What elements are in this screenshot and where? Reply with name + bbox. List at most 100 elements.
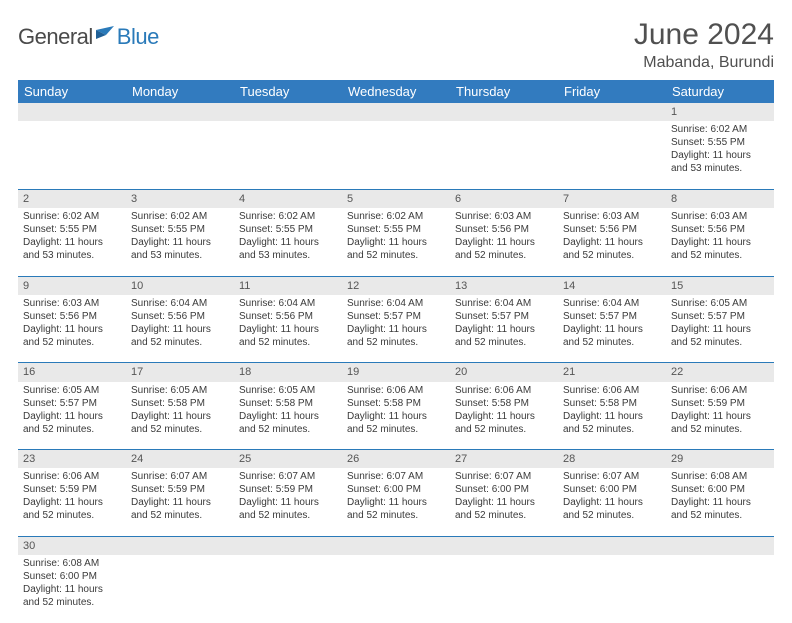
day-number: 15 — [666, 276, 774, 295]
day-cell: Sunrise: 6:02 AMSunset: 5:55 PMDaylight:… — [126, 208, 234, 276]
day-cell: Sunrise: 6:07 AMSunset: 6:00 PMDaylight:… — [450, 468, 558, 536]
daylight-line: Daylight: 11 hours and 52 minutes. — [455, 410, 553, 436]
sunset-line: Sunset: 5:58 PM — [131, 397, 229, 410]
sunset-line: Sunset: 5:56 PM — [671, 223, 769, 236]
day-number: 22 — [666, 363, 774, 382]
day-cell: Sunrise: 6:06 AMSunset: 5:58 PMDaylight:… — [342, 382, 450, 450]
sunset-line: Sunset: 5:55 PM — [23, 223, 121, 236]
sunset-line: Sunset: 5:59 PM — [239, 483, 337, 496]
day-number: 5 — [342, 189, 450, 208]
day-number: 30 — [18, 536, 126, 555]
day-number: 3 — [126, 189, 234, 208]
day-cell: Sunrise: 6:04 AMSunset: 5:56 PMDaylight:… — [234, 295, 342, 363]
day-number: 21 — [558, 363, 666, 382]
sunset-line: Sunset: 5:57 PM — [671, 310, 769, 323]
sunset-line: Sunset: 6:00 PM — [347, 483, 445, 496]
sunset-line: Sunset: 5:58 PM — [239, 397, 337, 410]
day-number: 7 — [558, 189, 666, 208]
day-cell: Sunrise: 6:02 AMSunset: 5:55 PMDaylight:… — [342, 208, 450, 276]
day-number: 19 — [342, 363, 450, 382]
page-header: General Blue June 2024 Mabanda, Burundi — [18, 18, 774, 72]
weekday-header: Friday — [558, 80, 666, 103]
sunrise-line: Sunrise: 6:02 AM — [23, 210, 121, 223]
day-cell: Sunrise: 6:08 AMSunset: 6:00 PMDaylight:… — [666, 468, 774, 536]
sunrise-line: Sunrise: 6:02 AM — [347, 210, 445, 223]
daylight-line: Daylight: 11 hours and 52 minutes. — [671, 323, 769, 349]
sunset-line: Sunset: 6:00 PM — [563, 483, 661, 496]
sunset-line: Sunset: 5:55 PM — [239, 223, 337, 236]
daylight-line: Daylight: 11 hours and 52 minutes. — [23, 323, 121, 349]
sunrise-line: Sunrise: 6:06 AM — [563, 384, 661, 397]
daylight-line: Daylight: 11 hours and 52 minutes. — [563, 410, 661, 436]
day-cell: Sunrise: 6:08 AMSunset: 6:00 PMDaylight:… — [18, 555, 126, 623]
weekday-header: Saturday — [666, 80, 774, 103]
day-cell: Sunrise: 6:03 AMSunset: 5:56 PMDaylight:… — [450, 208, 558, 276]
day-cell: Sunrise: 6:04 AMSunset: 5:57 PMDaylight:… — [450, 295, 558, 363]
day-cell: Sunrise: 6:03 AMSunset: 5:56 PMDaylight:… — [666, 208, 774, 276]
sunrise-line: Sunrise: 6:07 AM — [347, 470, 445, 483]
day-number-row: 16171819202122 — [18, 363, 774, 382]
day-number: 18 — [234, 363, 342, 382]
day-cell — [450, 121, 558, 189]
sunset-line: Sunset: 5:56 PM — [563, 223, 661, 236]
day-cell: Sunrise: 6:07 AMSunset: 5:59 PMDaylight:… — [126, 468, 234, 536]
daylight-line: Daylight: 11 hours and 52 minutes. — [347, 496, 445, 522]
day-number: 25 — [234, 450, 342, 469]
brand-text-general: General — [18, 24, 93, 50]
day-number — [450, 103, 558, 121]
sunset-line: Sunset: 5:56 PM — [239, 310, 337, 323]
day-number — [126, 536, 234, 555]
day-cell — [558, 555, 666, 623]
daylight-line: Daylight: 11 hours and 52 minutes. — [455, 236, 553, 262]
sunrise-line: Sunrise: 6:02 AM — [671, 123, 769, 136]
day-cell: Sunrise: 6:04 AMSunset: 5:56 PMDaylight:… — [126, 295, 234, 363]
day-number: 14 — [558, 276, 666, 295]
day-number — [666, 536, 774, 555]
weekday-header: Monday — [126, 80, 234, 103]
daylight-line: Daylight: 11 hours and 52 minutes. — [131, 323, 229, 349]
day-cell: Sunrise: 6:07 AMSunset: 6:00 PMDaylight:… — [558, 468, 666, 536]
day-data-row: Sunrise: 6:03 AMSunset: 5:56 PMDaylight:… — [18, 295, 774, 363]
day-number-row: 30 — [18, 536, 774, 555]
daylight-line: Daylight: 11 hours and 52 minutes. — [455, 323, 553, 349]
day-cell: Sunrise: 6:06 AMSunset: 5:59 PMDaylight:… — [18, 468, 126, 536]
day-number: 11 — [234, 276, 342, 295]
sunset-line: Sunset: 5:59 PM — [671, 397, 769, 410]
month-title: June 2024 — [634, 18, 774, 52]
sunrise-line: Sunrise: 6:06 AM — [671, 384, 769, 397]
day-number — [234, 103, 342, 121]
day-number — [126, 103, 234, 121]
sunrise-line: Sunrise: 6:04 AM — [455, 297, 553, 310]
daylight-line: Daylight: 11 hours and 52 minutes. — [23, 410, 121, 436]
sunrise-line: Sunrise: 6:05 AM — [239, 384, 337, 397]
sunrise-line: Sunrise: 6:04 AM — [347, 297, 445, 310]
sunrise-line: Sunrise: 6:03 AM — [671, 210, 769, 223]
weekday-header: Wednesday — [342, 80, 450, 103]
weekday-header: Thursday — [450, 80, 558, 103]
sunrise-line: Sunrise: 6:02 AM — [239, 210, 337, 223]
sunset-line: Sunset: 5:57 PM — [23, 397, 121, 410]
day-number — [342, 103, 450, 121]
daylight-line: Daylight: 11 hours and 53 minutes. — [239, 236, 337, 262]
day-number: 20 — [450, 363, 558, 382]
day-number: 27 — [450, 450, 558, 469]
day-cell: Sunrise: 6:04 AMSunset: 5:57 PMDaylight:… — [342, 295, 450, 363]
sunset-line: Sunset: 5:56 PM — [23, 310, 121, 323]
day-data-row: Sunrise: 6:08 AMSunset: 6:00 PMDaylight:… — [18, 555, 774, 623]
day-cell — [234, 555, 342, 623]
daylight-line: Daylight: 11 hours and 52 minutes. — [239, 410, 337, 436]
sunset-line: Sunset: 6:00 PM — [23, 570, 121, 583]
daylight-line: Daylight: 11 hours and 52 minutes. — [671, 496, 769, 522]
day-data-row: Sunrise: 6:02 AMSunset: 5:55 PMDaylight:… — [18, 121, 774, 189]
day-cell — [666, 555, 774, 623]
day-cell: Sunrise: 6:07 AMSunset: 6:00 PMDaylight:… — [342, 468, 450, 536]
daylight-line: Daylight: 11 hours and 52 minutes. — [455, 496, 553, 522]
day-number: 2 — [18, 189, 126, 208]
brand-text-blue: Blue — [117, 24, 159, 50]
daylight-line: Daylight: 11 hours and 52 minutes. — [23, 583, 121, 609]
sunset-line: Sunset: 5:55 PM — [131, 223, 229, 236]
day-cell — [126, 121, 234, 189]
sunrise-line: Sunrise: 6:08 AM — [671, 470, 769, 483]
daylight-line: Daylight: 11 hours and 52 minutes. — [671, 236, 769, 262]
day-cell: Sunrise: 6:03 AMSunset: 5:56 PMDaylight:… — [18, 295, 126, 363]
